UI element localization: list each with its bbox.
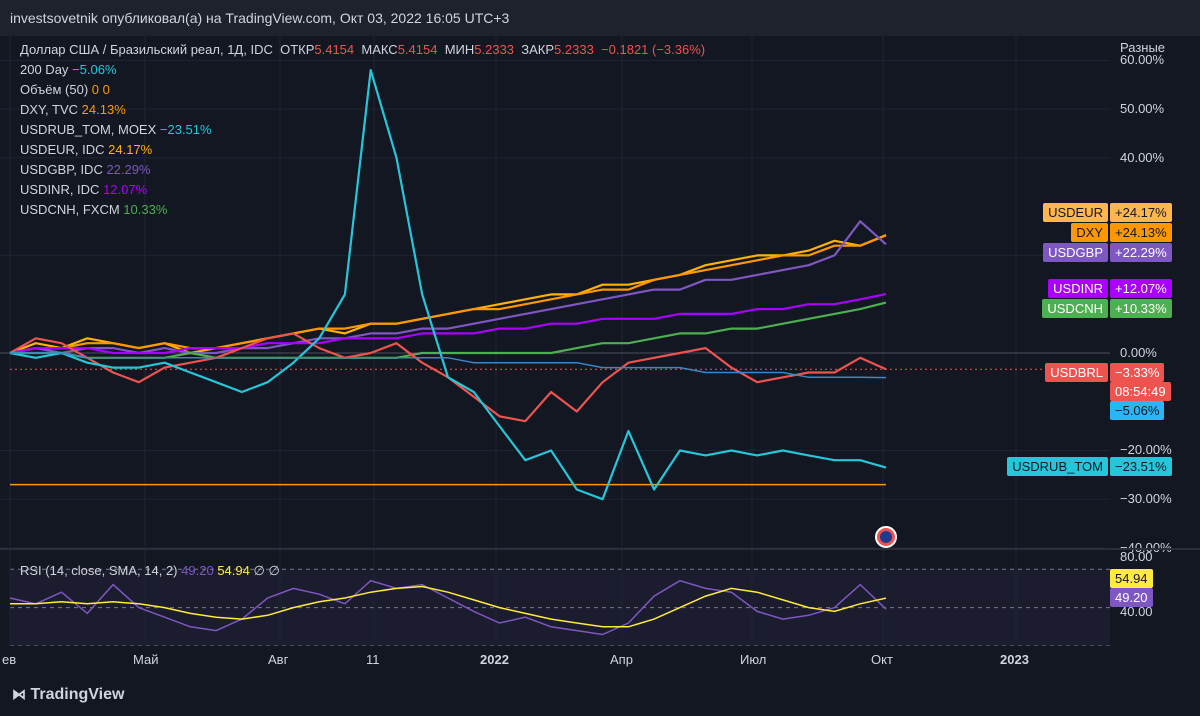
- series-name-badge: USDGBP: [1043, 243, 1108, 262]
- x-tick-label: 2023: [1000, 652, 1029, 667]
- legend-series-value: 12.07%: [103, 182, 148, 197]
- price-scale-badge: −5.06%: [1110, 401, 1165, 420]
- rsi-value: 49.20: [181, 563, 214, 578]
- series-line-dxy: [9, 234, 887, 355]
- change-value: −0.1821 (−3.36%): [601, 42, 706, 57]
- us-flag-event-icon[interactable]: [875, 526, 897, 548]
- legend-series-value: 24.17%: [108, 142, 153, 157]
- x-tick-label: 11: [366, 652, 380, 667]
- open-value: 5.4154: [314, 42, 355, 57]
- bar-countdown-badge: 08:54:49: [1110, 382, 1171, 401]
- series-name-badge: USDCNH: [1042, 299, 1108, 318]
- legend-series-value: 24.13%: [81, 102, 126, 117]
- rsi-label: RSI (14, close, SMA, 14, 2): [20, 563, 178, 578]
- series-name-badge: USDEUR: [1043, 203, 1108, 222]
- high-label: МАКС: [361, 42, 398, 57]
- rsi-rsi-line: [9, 579, 887, 636]
- legend-row: USDEUR, IDC 24.17%: [20, 140, 705, 160]
- legend-row: 200 Day −5.06%: [20, 60, 705, 80]
- price-scale-badge: +22.29%: [1110, 243, 1172, 262]
- legend-series-name: USDEUR, IDC: [20, 142, 109, 157]
- rsi-legend: RSI (14, close, SMA, 14, 2) 49.20 54.94 …: [20, 563, 280, 579]
- legend-series-name: USDRUB_TOM, MOEX: [20, 122, 160, 137]
- y-axis-title: Разные: [1120, 40, 1166, 55]
- close-label: ЗАКР: [521, 42, 555, 57]
- low-value: 5.2333: [474, 42, 515, 57]
- x-tick-label: Авг: [268, 652, 289, 667]
- rsi-sma-badge: 54.94: [1110, 569, 1153, 588]
- legend-series-value: 22.29%: [106, 162, 151, 177]
- main-symbol-name: Доллар США / Бразильский реал, 1Д, IDC: [20, 42, 273, 57]
- rsi-na-1: ∅: [253, 563, 265, 578]
- series-line-usdcnh: [10, 301, 887, 359]
- legend-series-name: USDGBP, IDC: [20, 162, 107, 177]
- legend-row: DXY, TVC 24.13%: [20, 100, 705, 120]
- main-chart[interactable]: [0, 36, 1110, 548]
- y-tick-label: 50.00%: [1120, 101, 1165, 117]
- y-tick-label: −20.00%: [1120, 442, 1172, 458]
- price-scale-badge: +24.17%: [1110, 203, 1172, 222]
- y-tick-label: −30.00%: [1120, 491, 1172, 507]
- low-label: МИН: [444, 42, 475, 57]
- legend-series-name: DXY, TVC: [20, 102, 82, 117]
- legend-series-name: USDINR, IDC: [20, 182, 104, 197]
- x-tick-label: Июл: [740, 652, 767, 667]
- x-tick-label: Май: [133, 652, 159, 667]
- series-line-usdinr: [9, 293, 887, 355]
- series-line-usdgbp: [9, 220, 887, 355]
- open-label: ОТКР: [280, 42, 315, 57]
- rsi-sma-value: 54.94: [217, 563, 250, 578]
- legend-series-value: −23.51%: [159, 122, 212, 137]
- legend-row: USDGBP, IDC 22.29%: [20, 160, 705, 180]
- rsi-value-badge: 49.20: [1110, 588, 1153, 607]
- rsi-tick-40: 40.00: [1120, 604, 1153, 619]
- legend-row: Объём (50) 0 0: [20, 80, 705, 100]
- tradingview-logo[interactable]: ⧑ TradingView: [12, 686, 125, 703]
- legend-row: USDRUB_TOM, MOEX −23.51%: [20, 120, 705, 140]
- x-tick-label: 2022: [480, 652, 509, 667]
- series-name-badge: USDRUB_TOM: [1007, 457, 1108, 476]
- legend-series-value: −5.06%: [72, 62, 117, 77]
- chart-legend: Доллар США / Бразильский реал, 1Д, IDC О…: [20, 40, 705, 220]
- x-tick-label: Апр: [610, 652, 633, 667]
- series-line-200-day: [10, 352, 887, 379]
- rsi-chart[interactable]: [0, 550, 1110, 646]
- publisher-text: investsovetnik опубликовал(а) на Trading…: [10, 10, 510, 26]
- price-scale-badge: +10.33%: [1110, 299, 1172, 318]
- x-tick-label: ев: [2, 652, 17, 667]
- legend-series-name: 200 Day: [20, 62, 73, 77]
- publisher-header: investsovetnik опубликовал(а) на Trading…: [0, 0, 1200, 36]
- legend-series-value: 10.33%: [123, 202, 168, 217]
- y-tick-label: −40.00%: [1120, 540, 1172, 555]
- legend-row: USDINR, IDC 12.07%: [20, 180, 705, 200]
- price-scale-badge: +12.07%: [1110, 279, 1172, 298]
- rsi-na-2: ∅: [268, 563, 280, 578]
- legend-main-row: Доллар США / Бразильский реал, 1Д, IDC О…: [20, 40, 705, 60]
- x-axis[interactable]: ев Май Авг 11 2022 Апр Июл Окт 2023: [0, 648, 1110, 672]
- pane-separator[interactable]: [0, 548, 1200, 550]
- legend-series-name: Объём (50): [20, 82, 92, 97]
- series-line-usdeur: [9, 234, 887, 355]
- x-tick-label: Окт: [871, 652, 893, 667]
- series-name-badge: USDINR: [1048, 279, 1108, 298]
- y-tick-label: 0.00%: [1120, 344, 1157, 360]
- y-tick-label: 40.00%: [1120, 149, 1165, 165]
- legend-series-name: USDCNH, FXCM: [20, 202, 124, 217]
- series-line-usdrub_tom: [9, 68, 887, 501]
- footer-brand: TradingView: [30, 686, 125, 703]
- series-name-badge: DXY: [1071, 223, 1108, 242]
- series-name-badge: USDBRL: [1045, 363, 1108, 382]
- high-value: 5.4154: [397, 42, 438, 57]
- price-scale-badge: +24.13%: [1110, 223, 1172, 242]
- close-value: 5.2333: [554, 42, 594, 57]
- price-scale-badge: −3.33%: [1110, 363, 1165, 382]
- rsi-tick-80: 80.00: [1120, 549, 1153, 564]
- legend-series-value: 0 0: [91, 82, 110, 97]
- y-tick-label: 60.00%: [1120, 52, 1165, 68]
- price-scale-badge: −23.51%: [1110, 457, 1172, 476]
- rsi-sma-line: [10, 585, 887, 628]
- rsi-band: [10, 569, 1110, 646]
- legend-row: USDCNH, FXCM 10.33%: [20, 200, 705, 220]
